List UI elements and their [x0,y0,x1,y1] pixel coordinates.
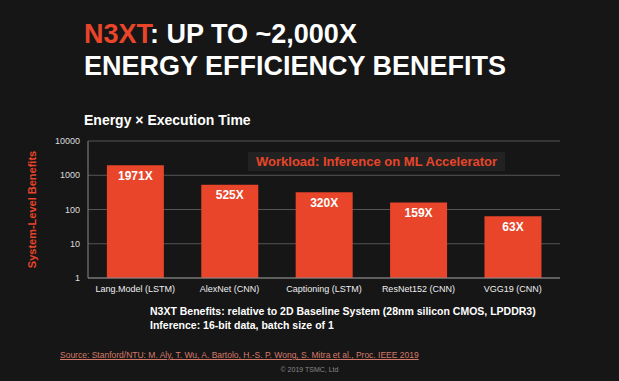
html-text:Source: Stanford/NTU: M. Aly,: Source: Stanford/NTU: M. Aly, T. Wu, A. … [60,350,419,360]
html-text:Workload: Inference on ML Acce: Workload: Inference on ML Accelerator [256,154,497,169]
html-text:Inference: 16-bit data, batch: Inference: 16-bit data, batch size of 1 [150,319,334,331]
svg-text:System-Level Benefits: System-Level Benefits [26,151,38,268]
svg-text:Captioning (LSTM): Captioning (LSTM) [286,284,362,294]
html-text:© 2019 TSMC, Ltd: © 2019 TSMC, Ltd [280,366,339,373]
svg-text:320X: 320X [310,196,338,210]
svg-text:159X: 159X [405,206,433,220]
svg-text:1000: 1000 [60,170,80,180]
svg-text:VGG19 (CNN): VGG19 (CNN) [484,284,542,294]
svg-text:1: 1 [75,273,80,283]
svg-text:525X: 525X [216,188,244,202]
html-text:N3XT: UP TO ~2,000X: N3XT: UP TO ~2,000X [84,19,357,49]
svg-text:10000: 10000 [55,136,80,146]
svg-text:10: 10 [70,239,80,249]
html-text:N3XT Benefits: relative to 2D: N3XT Benefits: relative to 2D Baseline S… [150,305,536,317]
html-text:Energy × Execution Time: Energy × Execution Time [84,112,251,128]
svg-text:100: 100 [65,205,80,215]
svg-text:AlexNet (CNN): AlexNet (CNN) [200,284,260,294]
html-text:ENERGY EFFICIENCY BENEFITS: ENERGY EFFICIENCY BENEFITS [84,51,507,81]
svg-text:1971X: 1971X [118,169,153,183]
svg-text:ResNet152 (CNN): ResNet152 (CNN) [382,284,455,294]
svg-text:63X: 63X [502,220,523,234]
svg-text:Lang.Model (LSTM): Lang.Model (LSTM) [95,284,175,294]
